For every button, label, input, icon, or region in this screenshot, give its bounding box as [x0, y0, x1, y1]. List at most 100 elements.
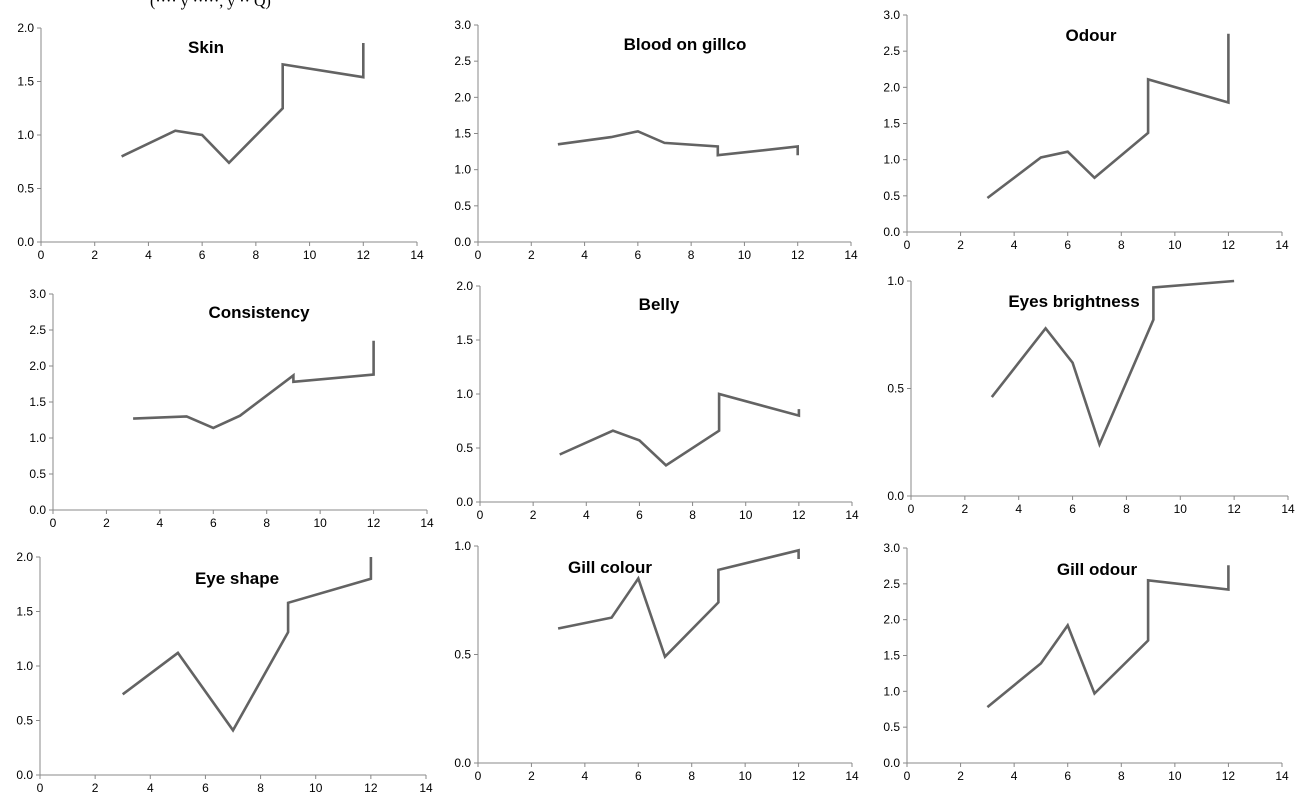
- chart-panel: 0.0 0.5 1.0 1.5 2.0 0 2 4 6 8 10 12 14 Belly: [456, 279, 859, 522]
- y-tick-label: 1.0: [887, 274, 904, 288]
- y-tick-label: 1.0: [454, 539, 471, 553]
- y-tick-label: 0.0: [456, 495, 473, 509]
- chart-title: Eye shape: [195, 569, 279, 588]
- header-fragment: (···· y ·····, y ·· Q): [150, 0, 271, 10]
- x-tick-label: 10: [1174, 502, 1188, 516]
- x-tick-label: 4: [147, 781, 154, 795]
- x-tick-label: 14: [410, 248, 424, 262]
- x-tick-label: 8: [688, 769, 695, 783]
- x-tick-label: 2: [91, 248, 98, 262]
- y-tick-label: 0.0: [883, 225, 900, 239]
- y-tick-label: 1.5: [883, 649, 900, 663]
- y-tick-label: 0.0: [887, 489, 904, 503]
- y-tick-label: 0.0: [16, 768, 33, 782]
- y-tick-label: 0.5: [17, 182, 34, 196]
- x-tick-label: 0: [908, 502, 915, 516]
- chart-title: Gill colour: [568, 558, 652, 577]
- y-tick-label: 0.5: [883, 720, 900, 734]
- x-tick-label: 2: [528, 769, 535, 783]
- chart-title: Consistency: [208, 303, 310, 322]
- chart-panel: 0.0 0.5 1.0 0 2 4 6 8 10 12 14 Eyes brightness: [887, 274, 1295, 516]
- y-tick-label: 0.0: [883, 756, 900, 770]
- x-tick-label: 4: [1011, 769, 1018, 783]
- y-tick-label: 1.5: [456, 333, 473, 347]
- x-tick-label: 2: [528, 248, 535, 262]
- x-tick-label: 14: [1275, 769, 1289, 783]
- y-tick-label: 2.0: [456, 279, 473, 293]
- chart-title: Odour: [1066, 26, 1117, 45]
- chart-panel: 0.0 0.5 1.0 1.5 2.0 0 2 4 6 8 10 12 14 Skin: [17, 21, 424, 262]
- x-tick-label: 14: [1281, 502, 1295, 516]
- y-tick-label: 0.5: [454, 648, 471, 662]
- x-tick-label: 2: [962, 502, 969, 516]
- x-tick-label: 0: [477, 508, 484, 522]
- series-line: [557, 129, 800, 157]
- y-tick-label: 1.5: [454, 127, 471, 141]
- series-line: [559, 392, 801, 467]
- y-tick-label: 2.0: [454, 90, 471, 104]
- chart-panel: 0.0 0.5 1.0 0 2 4 6 8 10 12 14 Gill colour: [454, 539, 859, 783]
- series-line: [557, 548, 800, 660]
- y-tick-label: 1.5: [29, 395, 46, 409]
- x-tick-label: 6: [635, 769, 642, 783]
- y-tick-label: 1.0: [16, 659, 33, 673]
- chart-title: Blood on gillco: [624, 35, 747, 54]
- x-tick-label: 10: [738, 769, 752, 783]
- y-tick-label: 0.5: [883, 189, 900, 203]
- chart-panel: 0.0 0.5 1.0 1.5 2.0 2.5 3.0 0 2 4 6 8 10 12 14 Blood on…: [454, 18, 858, 262]
- y-tick-label: 2.5: [454, 54, 471, 68]
- y-tick-label: 1.0: [883, 153, 900, 167]
- x-tick-label: 0: [475, 248, 482, 262]
- x-tick-label: 8: [257, 781, 264, 795]
- chart-panel: 0.0 0.5 1.0 1.5 2.0 0 2 4 6 8 10 12 14 Eye shape: [16, 550, 433, 795]
- x-tick-label: 8: [1118, 238, 1125, 252]
- y-tick-label: 1.5: [16, 605, 33, 619]
- x-tick-label: 10: [1168, 238, 1182, 252]
- x-tick-label: 0: [38, 248, 45, 262]
- y-tick-label: 2.5: [883, 44, 900, 58]
- x-tick-label: 6: [635, 248, 642, 262]
- x-tick-label: 12: [367, 516, 381, 530]
- y-tick-label: 1.5: [17, 75, 34, 89]
- x-tick-label: 6: [199, 248, 206, 262]
- y-tick-label: 1.0: [29, 431, 46, 445]
- y-tick-label: 1.0: [883, 684, 900, 698]
- x-tick-label: 14: [845, 769, 859, 783]
- x-tick-label: 12: [1227, 502, 1241, 516]
- x-tick-label: 0: [904, 238, 911, 252]
- x-tick-label: 6: [202, 781, 209, 795]
- x-tick-label: 8: [1123, 502, 1130, 516]
- series-line: [121, 557, 373, 733]
- series-line: [121, 43, 365, 165]
- x-tick-label: 0: [904, 769, 911, 783]
- x-tick-label: 12: [357, 248, 371, 262]
- series-line: [986, 565, 1230, 709]
- y-tick-label: 0.0: [29, 503, 46, 517]
- x-tick-label: 2: [92, 781, 99, 795]
- x-tick-label: 6: [1064, 238, 1071, 252]
- y-tick-label: 1.5: [883, 117, 900, 131]
- x-tick-label: 2: [103, 516, 110, 530]
- x-tick-label: 4: [1015, 502, 1022, 516]
- x-tick-label: 6: [1064, 769, 1071, 783]
- x-tick-label: 6: [1069, 502, 1076, 516]
- x-tick-label: 4: [581, 248, 588, 262]
- y-tick-label: 0.0: [17, 235, 34, 249]
- x-tick-label: 8: [253, 248, 260, 262]
- chart-panel: 0.0 0.5 1.0 1.5 2.0 2.5 3.0 0 2 4 6 8 10 12 14 Odour: [883, 8, 1289, 252]
- y-tick-label: 0.0: [454, 235, 471, 249]
- y-tick-label: 0.5: [454, 199, 471, 213]
- x-tick-label: 12: [791, 248, 805, 262]
- chart-panel: 0.0 0.5 1.0 1.5 2.0 2.5 3.0 0 2 4 6 8 10 12 14 Gill odo…: [883, 541, 1289, 783]
- x-tick-label: 8: [263, 516, 270, 530]
- x-tick-label: 12: [1222, 238, 1236, 252]
- x-tick-label: 12: [792, 769, 806, 783]
- x-tick-label: 10: [1168, 769, 1182, 783]
- chart-title: Belly: [639, 295, 680, 314]
- x-tick-label: 2: [530, 508, 537, 522]
- x-tick-label: 4: [145, 248, 152, 262]
- y-tick-label: 1.0: [456, 387, 473, 401]
- x-tick-label: 12: [364, 781, 378, 795]
- y-tick-label: 1.0: [454, 163, 471, 177]
